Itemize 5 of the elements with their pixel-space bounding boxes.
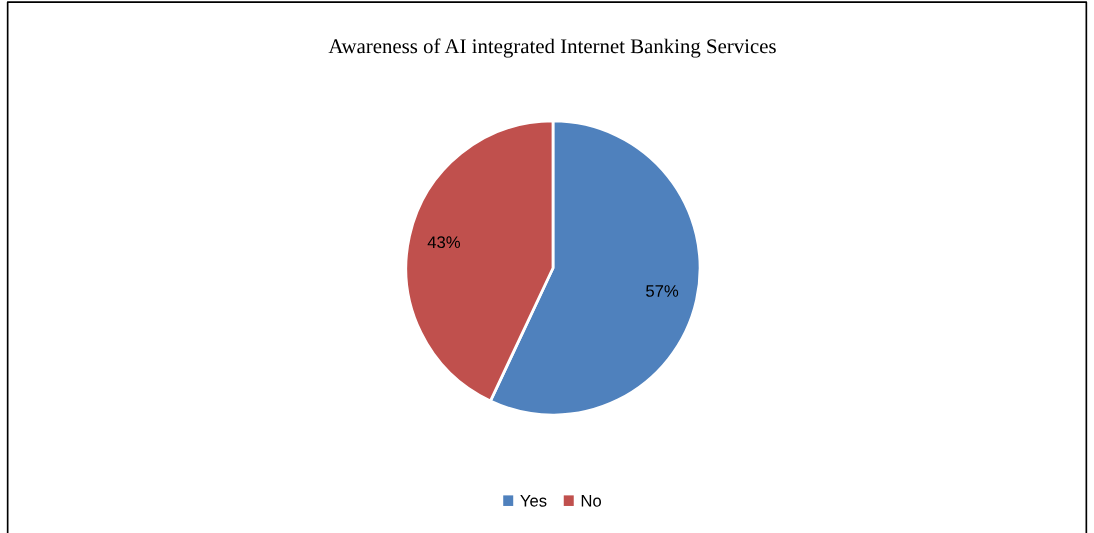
legend-label: No xyxy=(581,495,602,507)
data-label: 43% xyxy=(427,236,461,249)
chart-title: Awareness of AI integrated Internet Banking Services xyxy=(328,38,776,58)
legend-label: Yes xyxy=(520,495,547,507)
data-label: 57% xyxy=(646,285,679,297)
